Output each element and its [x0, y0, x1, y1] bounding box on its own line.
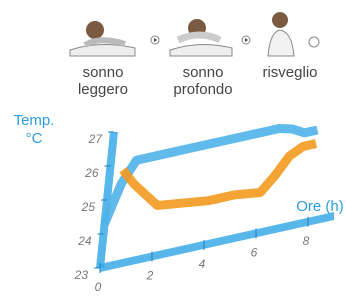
x-tick-label: 2	[146, 269, 154, 283]
y-tick-label: 26	[84, 166, 99, 180]
y-tick-label: 24	[77, 234, 92, 248]
phase-label: sonno profondo	[170, 64, 236, 98]
phase-label: sonno leggero	[72, 64, 134, 98]
page: 232425262702468 sonno leggero sonno prof…	[0, 0, 346, 300]
temperature-ribbon	[105, 128, 318, 223]
x-axis-label: Ore (h)	[290, 198, 346, 216]
chart: 232425262702468	[0, 0, 346, 300]
illustrations	[70, 12, 319, 56]
y-axis-label: Temp. °C	[10, 112, 58, 148]
x-tick-label: 0	[95, 280, 102, 294]
x-tick-label: 6	[251, 246, 258, 260]
x-tick-label: 4	[199, 257, 206, 271]
x-tick-label: 8	[303, 234, 310, 248]
x-axis	[100, 212, 334, 272]
y-tick-label: 27	[88, 132, 104, 146]
y-tick-label: 23	[74, 268, 89, 282]
y-tick-label: 25	[81, 200, 96, 214]
phase-label: risveglio	[250, 64, 330, 81]
